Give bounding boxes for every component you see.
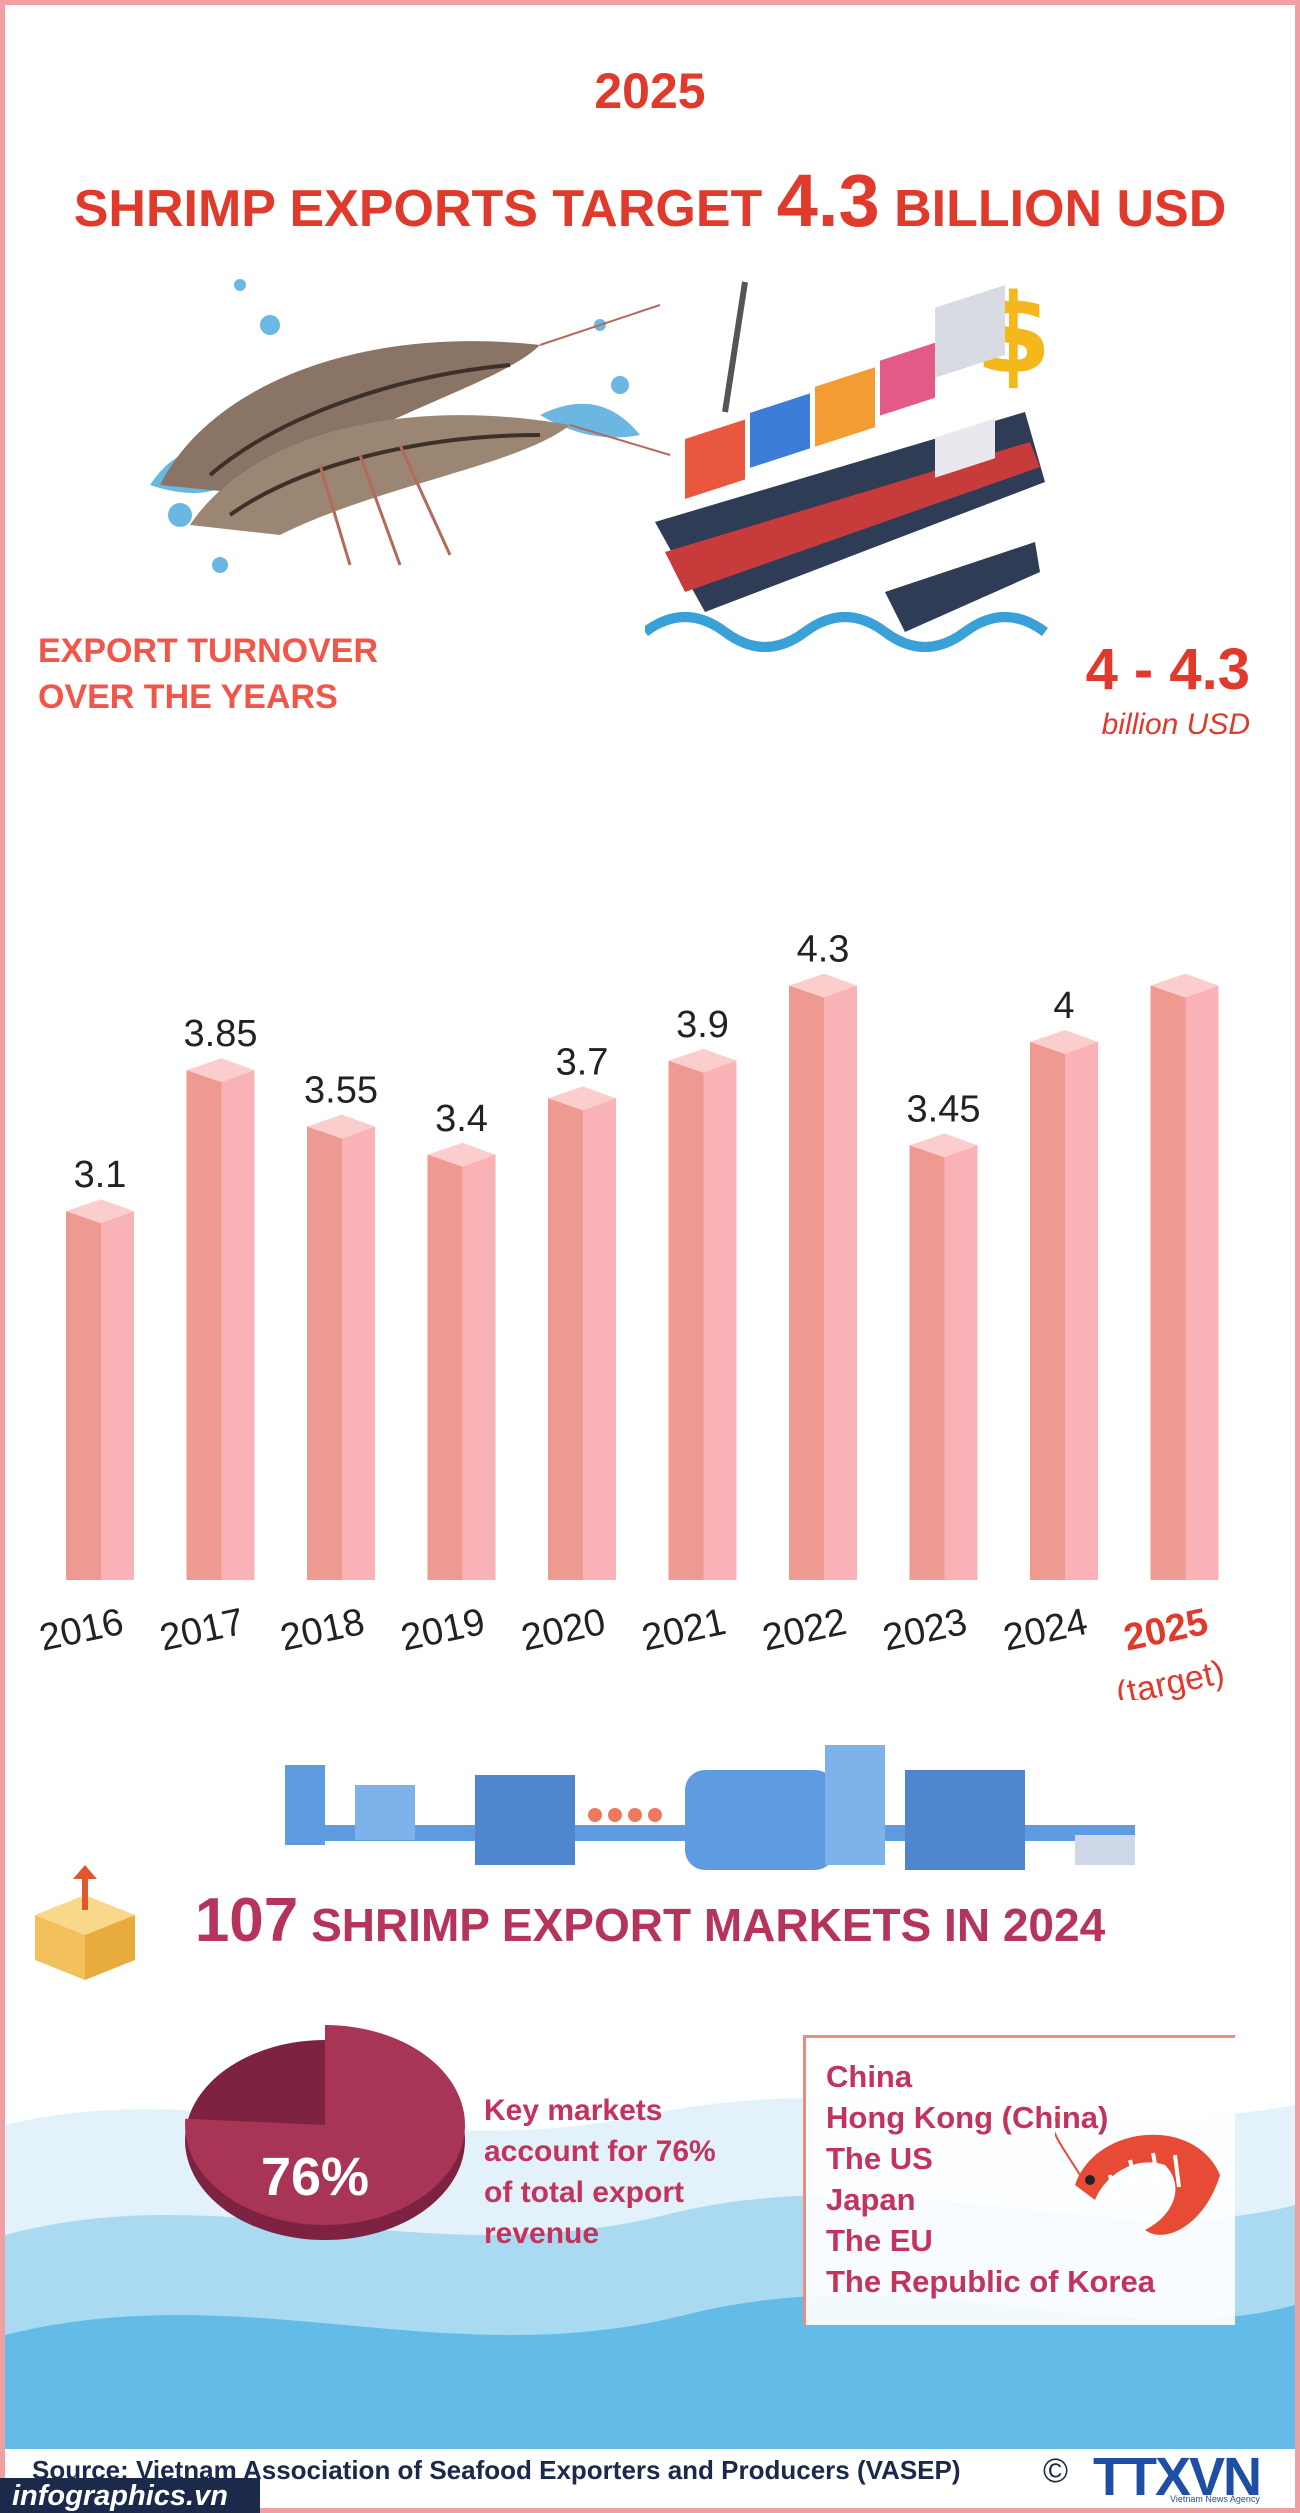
cargo-ship-illustration: $ bbox=[645, 270, 1052, 652]
pie-description-line-4: revenue bbox=[484, 2217, 600, 2250]
processing-line-illustration bbox=[285, 1745, 1135, 1870]
value-label-2024: 4 bbox=[1053, 985, 1074, 1027]
tick-label-2017: 2017 bbox=[156, 1601, 247, 1660]
bar-right-face bbox=[342, 1126, 375, 1580]
tugboat-icon bbox=[885, 418, 1040, 632]
target-callout-unit: billion USD bbox=[1101, 708, 1250, 741]
bar-2020 bbox=[548, 1086, 616, 1580]
value-label-2022: 4.3 bbox=[797, 929, 850, 971]
markets-heading: 107 SHRIMP EXPORT MARKETS IN 2024 bbox=[0, 1885, 1300, 1956]
value-label-2021: 3.9 bbox=[676, 1004, 729, 1046]
export-box-icon bbox=[35, 1865, 135, 1980]
list-item: The Republic of Korea bbox=[826, 2264, 1155, 2299]
bar-2023 bbox=[909, 1133, 978, 1580]
bar-2021 bbox=[668, 1048, 737, 1580]
bar-top-face bbox=[909, 1133, 978, 1158]
pie-description: Key markets account for 76% of total exp… bbox=[484, 2090, 716, 2254]
list-item: The EU bbox=[826, 2223, 933, 2258]
value-label-2020: 3.7 bbox=[556, 1041, 609, 1083]
shrimp-icon bbox=[160, 304, 671, 566]
bar-right-face bbox=[583, 1098, 616, 1580]
main-title: SHRIMP EXPORTS TARGET 4.3 BILLION USD bbox=[0, 158, 1300, 243]
bar-top-face bbox=[307, 1114, 375, 1139]
value-label-2023: 3.45 bbox=[907, 1088, 981, 1130]
bar-top-face bbox=[1150, 973, 1219, 998]
bar-top-face bbox=[1030, 1030, 1098, 1054]
site-link[interactable]: infographics.vn bbox=[12, 2480, 228, 2512]
pie-description-line-1: Key markets bbox=[484, 2094, 663, 2127]
value-label-2019: 3.4 bbox=[435, 1098, 488, 1140]
pie-percent-label: 76% bbox=[261, 2147, 369, 2207]
bar-right-face bbox=[703, 1060, 737, 1580]
tick-label-2020: 2020 bbox=[518, 1601, 609, 1660]
red-shrimp-icon bbox=[1055, 2114, 1220, 2235]
bar-top-face bbox=[548, 1086, 616, 1111]
bar-2016 bbox=[66, 1199, 134, 1580]
bar-right-face bbox=[101, 1211, 134, 1580]
tick-label-2016: 2016 bbox=[36, 1601, 127, 1660]
bar-2019 bbox=[427, 1142, 496, 1580]
bar-2018 bbox=[307, 1114, 375, 1580]
value-label-2018: 3.55 bbox=[304, 1070, 378, 1112]
bar-right-face bbox=[824, 985, 857, 1580]
pie-description-line-2: account for 76% bbox=[484, 2135, 716, 2168]
pie-description-line-3: of total export bbox=[484, 2176, 684, 2209]
shrimp-illustration bbox=[150, 279, 671, 573]
title-prefix: SHRIMP EXPORTS TARGET bbox=[73, 180, 763, 238]
tick-label-2019: 2019 bbox=[397, 1601, 488, 1660]
target-callout-value: 4 - 4.3 bbox=[1085, 637, 1250, 702]
bar-right-face bbox=[462, 1154, 496, 1580]
bar-right-face bbox=[221, 1070, 255, 1580]
list-item: Hong Kong (China) bbox=[826, 2100, 1109, 2135]
key-markets-box bbox=[803, 2035, 1235, 2325]
bar-top-face bbox=[427, 1142, 496, 1167]
turnover-heading-line-1: EXPORT TURNOVER bbox=[38, 632, 379, 670]
export-turnover-chart: 3.1 2016 3.85 2017 3.55 2018 3.4 2019 3.7 2020 3.9… bbox=[36, 929, 1228, 1700]
tick-label-2021: 2021 bbox=[638, 1601, 729, 1660]
markets-number: 107 bbox=[194, 1886, 299, 1955]
turnover-heading-line-2: OVER THE YEARS bbox=[38, 678, 338, 716]
markets-label: SHRIMP EXPORT MARKETS IN 2024 bbox=[311, 1899, 1106, 1951]
bar-right-face bbox=[1065, 1042, 1098, 1580]
tick-label-2025: 2025 bbox=[1120, 1601, 1211, 1660]
list-item: China bbox=[826, 2059, 913, 2094]
turnover-heading: EXPORT TURNOVER OVER THE YEARS bbox=[38, 628, 378, 720]
bar-2017 bbox=[186, 1058, 255, 1580]
bar-top-face bbox=[186, 1058, 255, 1083]
list-item: Japan bbox=[826, 2182, 916, 2217]
copyright-icon: © bbox=[1043, 2452, 1069, 2490]
tick-label-2018: 2018 bbox=[277, 1601, 368, 1660]
tick-label-2022: 2022 bbox=[759, 1601, 850, 1660]
sea-wave-icon bbox=[645, 612, 1048, 652]
pie-slice-key-markets bbox=[185, 2025, 466, 2225]
title-value: 4.3 bbox=[776, 159, 880, 242]
key-markets-list: China Hong Kong (China) The US Japan The… bbox=[826, 2056, 1155, 2302]
factory-machine-icon bbox=[285, 1765, 325, 1845]
key-markets-pie: 76% bbox=[185, 2025, 466, 2240]
bar-2022 bbox=[789, 973, 857, 1580]
bar-top-face bbox=[789, 973, 857, 998]
ttxvn-logo-subtitle: Vietnam News Agency bbox=[1170, 2494, 1260, 2504]
value-label-2016: 3.1 bbox=[74, 1154, 127, 1196]
target-note-label: (target) bbox=[1113, 1653, 1228, 1700]
title-year: 2025 bbox=[594, 63, 706, 119]
title-suffix: BILLION USD bbox=[894, 180, 1227, 238]
bar-right-face bbox=[1185, 985, 1219, 1580]
value-label-2017: 3.85 bbox=[184, 1013, 258, 1055]
bar-top-face bbox=[66, 1199, 134, 1224]
bar-top-face bbox=[668, 1048, 737, 1073]
ttxvn-logo: TTXVN bbox=[1093, 2447, 1262, 2507]
tick-label-2024: 2024 bbox=[1000, 1601, 1091, 1660]
tick-label-2023: 2023 bbox=[879, 1601, 970, 1660]
bar-2025 bbox=[1150, 973, 1219, 1580]
list-item: The US bbox=[826, 2141, 933, 2176]
bar-right-face bbox=[944, 1145, 978, 1580]
site-badge bbox=[0, 2478, 260, 2513]
bar-2024 bbox=[1030, 1030, 1098, 1580]
